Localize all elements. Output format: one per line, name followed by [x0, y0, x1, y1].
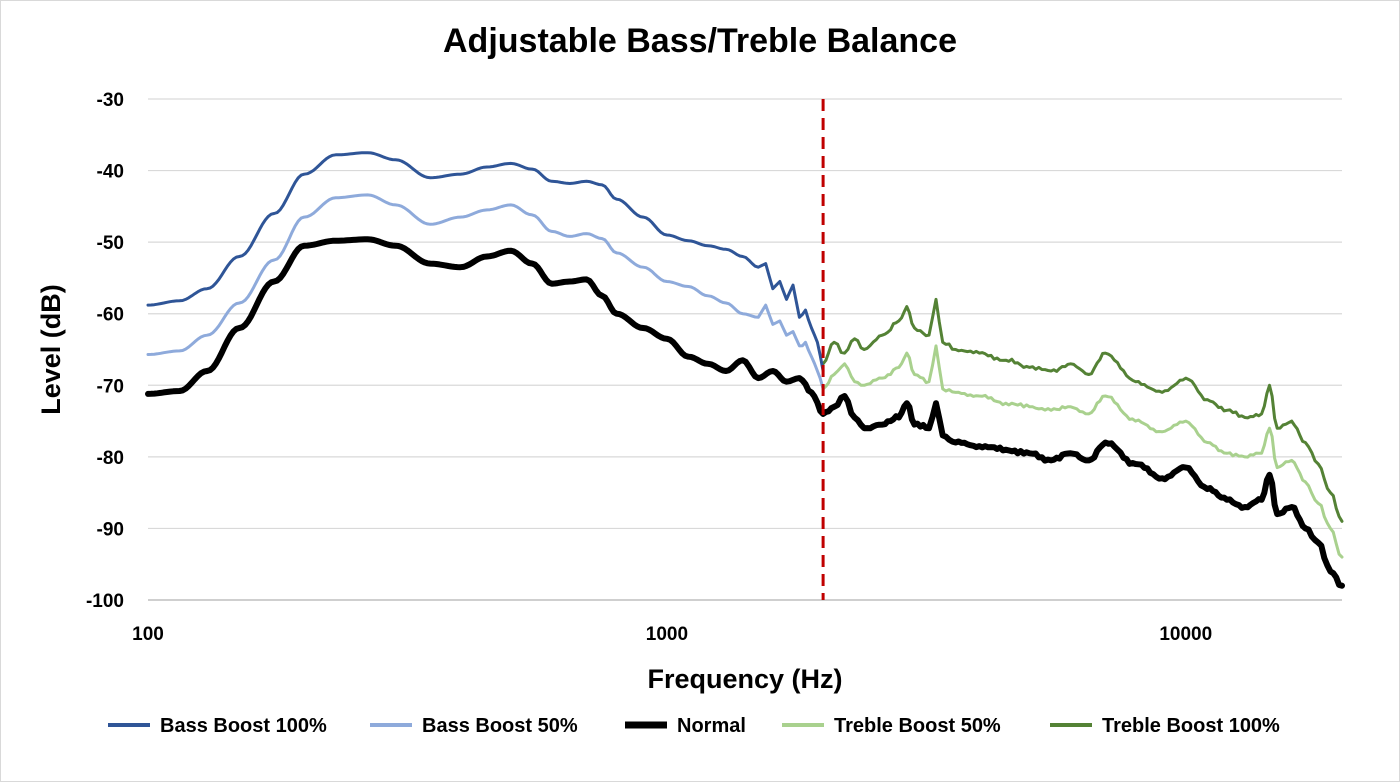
series-line-bass-boost-50- — [146, 193, 825, 391]
gridlines — [148, 98, 1342, 530]
chart-title: Adjustable Bass/Treble Balance — [443, 22, 957, 60]
legend-label: Treble Boost 50% — [834, 715, 1001, 737]
x-axis-title: Frequency (Hz) — [647, 664, 842, 694]
series-line-normal — [145, 236, 1345, 589]
series-line-treble-boost-100- — [821, 297, 1344, 523]
x-tick-label: 100 — [132, 624, 164, 645]
x-axis-ticks: 100 1000 10000 — [132, 624, 1212, 645]
legend-label: Normal — [677, 715, 746, 737]
y-tick-label: -70 — [97, 376, 124, 397]
y-tick-label: -50 — [97, 233, 124, 254]
legend: Bass Boost 100% Bass Boost 50% Normal Trebl… — [108, 715, 1280, 737]
y-tick-label: -40 — [97, 162, 124, 183]
legend-label: Treble Boost 100% — [1102, 715, 1280, 737]
legend-label: Bass Boost 100% — [160, 715, 327, 737]
y-axis-ticks: -30 -40 -50 -60 -70 -80 -90 -100 — [86, 90, 124, 612]
x-tick-label: 1000 — [646, 624, 688, 645]
legend-label: Bass Boost 50% — [422, 715, 578, 737]
y-tick-label: -60 — [97, 305, 124, 326]
y-tick-label: -100 — [86, 591, 124, 612]
y-tick-label: -80 — [97, 448, 124, 469]
y-axis-title: Level (dB) — [36, 284, 66, 415]
series-line-treble-boost-50- — [821, 344, 1344, 559]
series-line-bass-boost-100- — [146, 151, 825, 373]
y-tick-label: -30 — [97, 90, 124, 111]
x-tick-label: 10000 — [1159, 624, 1212, 645]
series-layer — [145, 151, 1345, 589]
y-tick-label: -90 — [97, 519, 124, 540]
